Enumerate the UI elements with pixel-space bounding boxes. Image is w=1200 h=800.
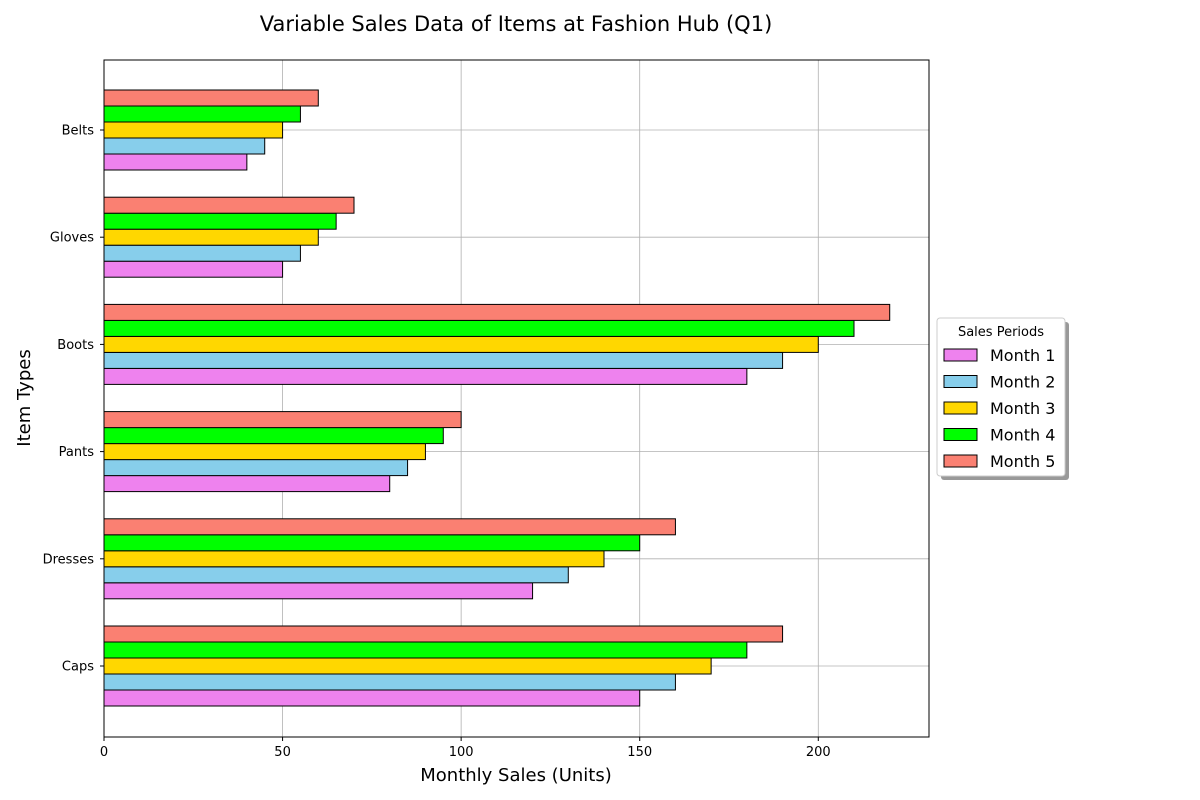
bar-month-1-caps [103,689,641,707]
bar-month-1-gloves [103,260,284,278]
bar-month-1-belts [103,153,248,171]
y-tick-label: Dresses [43,552,95,567]
bar-month-5-gloves [103,196,355,214]
legend-items: Month 1 Month 2 Month 3 Month 4 Month 5 [943,346,1055,471]
bar-month-3-dresses [103,550,605,568]
x-tick-label: 0 [100,745,108,760]
bar-month-3-boots [103,335,819,353]
chart-title: Variable Sales Data of Items at Fashion … [260,12,773,36]
bar-month-5-dresses [103,518,676,536]
y-axis: Caps Dresses Pants Boots Gloves Belts [43,124,104,675]
bar-month-2-caps [103,673,676,691]
bar-month-2-gloves [103,244,301,262]
bar-month-1-dresses [103,582,534,600]
legend-label: Month 2 [990,373,1055,392]
bar-month-4-pants [103,427,444,445]
bar-month-2-dresses [103,566,569,584]
bar-month-1-pants [103,475,391,493]
x-tick-label: 100 [449,745,474,760]
legend-swatch [943,401,978,415]
x-tick-label: 150 [627,745,652,760]
legend-title: Sales Periods [958,325,1044,340]
bar-month-3-gloves [103,228,319,246]
bar-month-3-belts [103,121,284,139]
bar-month-4-dresses [103,534,641,552]
y-tick-label: Boots [57,338,94,353]
x-axis-title: Monthly Sales (Units) [420,765,612,786]
y-tick-label: Belts [62,124,95,139]
bar-month-4-caps [103,641,748,659]
bar-month-2-boots [103,351,784,369]
legend-swatch [943,454,978,468]
bar-month-2-pants [103,459,409,477]
bar-month-5-boots [103,303,891,321]
y-axis-title: Item Types [14,349,35,446]
bar-month-1-boots [103,367,748,385]
bar-month-5-belts [103,89,319,107]
legend-label: Month 3 [990,399,1055,418]
legend-swatch [943,348,978,362]
bar-month-4-boots [103,319,855,337]
y-tick-label: Caps [62,660,94,675]
x-tick-label: 200 [806,745,831,760]
plot-frame [103,59,930,738]
legend-label: Month 5 [990,452,1055,471]
bar-month-5-caps [103,625,784,643]
bar-month-4-gloves [103,212,337,230]
legend-label: Month 4 [990,426,1055,445]
bar-month-5-pants [103,411,462,429]
bars-layer [103,89,891,707]
bar-month-3-caps [103,657,712,675]
bar-month-3-pants [103,443,426,461]
bar-month-4-belts [103,105,301,123]
y-tick-label: Pants [59,445,95,460]
legend-swatch [943,428,978,441]
x-axis: 0 50 100 150 200 [100,737,831,760]
legend-label: Month 1 [990,346,1055,365]
bar-month-2-belts [103,137,266,155]
y-tick-label: Gloves [50,231,94,246]
x-tick-label: 50 [274,745,291,760]
legend-swatch [943,375,978,388]
